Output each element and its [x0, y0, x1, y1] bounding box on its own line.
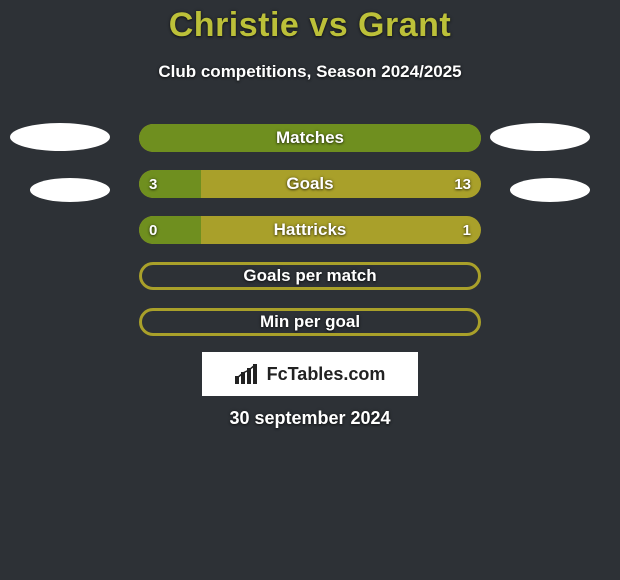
stat-row-label: Goals	[139, 170, 481, 198]
stat-row: Matches	[139, 124, 481, 152]
stat-row-label: Matches	[139, 124, 481, 152]
stat-row-value-right: 1	[463, 216, 471, 244]
ellipse-decor-right-bot	[510, 178, 590, 202]
stat-row-value-left: 3	[149, 170, 157, 198]
bars-icon	[235, 364, 261, 384]
comparison-widget: Christie vs Grant Club competitions, Sea…	[0, 0, 620, 580]
ellipse-decor-left-top	[10, 123, 110, 151]
stat-row-label: Goals per match	[142, 265, 478, 287]
ellipse-decor-left-bot	[30, 178, 110, 202]
stat-row: Hattricks0 1	[139, 216, 481, 244]
page-subtitle: Club competitions, Season 2024/2025	[0, 62, 620, 82]
footer-date: 30 september 2024	[0, 408, 620, 429]
stat-row-value-right: 13	[454, 170, 471, 198]
stat-row: Goals per match	[139, 262, 481, 290]
brand-text: FcTables.com	[267, 364, 386, 385]
stat-row-label: Min per goal	[142, 311, 478, 333]
page-title: Christie vs Grant	[0, 6, 620, 45]
brand-box: FcTables.com	[202, 352, 418, 396]
stat-row-value-left: 0	[149, 216, 157, 244]
stat-row: Min per goal	[139, 308, 481, 336]
stat-row: Goals3 13	[139, 170, 481, 198]
stat-row-label: Hattricks	[139, 216, 481, 244]
ellipse-decor-right-top	[490, 123, 590, 151]
